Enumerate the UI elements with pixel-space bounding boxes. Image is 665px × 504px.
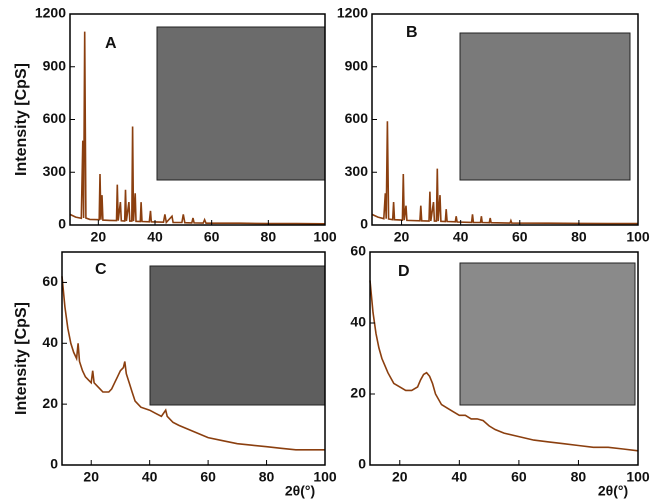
x-tick-label: 20 (394, 229, 410, 245)
data-line (61, 276, 325, 451)
y-tick-label: 0 (50, 456, 58, 472)
y-tick-label: 1200 (337, 5, 368, 21)
x-tick-label: 80 (571, 229, 587, 245)
y-tick-label: 300 (345, 163, 369, 179)
y-tick-label: 60 (350, 243, 366, 259)
x-tick-label: 40 (452, 469, 468, 485)
y-tick-label: 60 (42, 273, 58, 289)
panel-label: A (105, 35, 117, 52)
x-axis-label: 2θ(°) (285, 483, 315, 499)
x-tick-label: 60 (512, 229, 528, 245)
y-tick-label: 1200 (35, 5, 66, 21)
data-line (371, 121, 638, 225)
x-tick-label: 100 (626, 229, 650, 245)
x-tick-label: 60 (511, 469, 527, 485)
y-tick-label: 900 (43, 57, 67, 73)
x-tick-label: 20 (91, 229, 107, 245)
x-tick-label: 100 (313, 229, 337, 245)
x-tick-label: 40 (147, 229, 163, 245)
x-tick-label: 100 (313, 469, 337, 485)
x-tick-label: 40 (453, 229, 469, 245)
panel-label: C (95, 261, 107, 278)
x-tick-label: 80 (259, 469, 275, 485)
y-tick-label: 0 (360, 216, 368, 232)
sem-image (459, 32, 631, 181)
x-tick-label: 20 (392, 469, 408, 485)
x-tick-label: 80 (261, 229, 277, 245)
x-tick-label: 100 (626, 469, 650, 485)
y-axis-label: Intensity [CpS] (13, 63, 30, 176)
sem-images (149, 26, 636, 406)
y-axis-label: Intensity [CpS] (13, 302, 30, 415)
x-tick-label: 60 (200, 469, 216, 485)
x-tick-label: 80 (571, 469, 587, 485)
y-tick-label: 20 (350, 385, 366, 401)
panel-label: B (406, 24, 418, 41)
x-tick-label: 20 (83, 469, 99, 485)
y-tick-label: 600 (43, 110, 67, 126)
x-axis-label: 2θ(°) (598, 483, 628, 499)
y-tick-label: 20 (42, 395, 58, 411)
sem-image (149, 265, 326, 406)
y-tick-label: 0 (358, 456, 366, 472)
y-tick-label: 300 (43, 163, 67, 179)
data-line (369, 280, 639, 452)
x-tick-label: 60 (204, 229, 220, 245)
y-tick-label: 40 (350, 314, 366, 330)
plot-frame (369, 251, 639, 466)
data-line (69, 31, 326, 225)
y-tick-label: 40 (42, 334, 58, 350)
y-tick-label: 900 (345, 57, 369, 73)
y-tick-label: 0 (58, 216, 66, 232)
y-tick-label: 600 (345, 110, 369, 126)
sem-image (156, 26, 326, 181)
panel-label: D (398, 263, 410, 280)
x-tick-label: 40 (142, 469, 158, 485)
sem-image (459, 262, 636, 406)
plot-frame (61, 251, 326, 466)
